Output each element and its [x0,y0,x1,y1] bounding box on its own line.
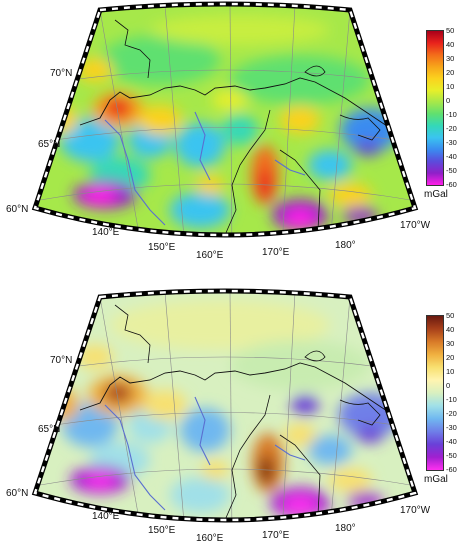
top-lat-label-70: 70°N [50,68,73,79]
bottom-lon-label-170w: 170°W [400,505,431,516]
colorbar-tick-label: -10 [446,110,457,119]
colorbar-tick-label: 20 [446,353,455,362]
bottom-lat-label-60: 60°N [6,488,29,499]
colorbar-tick-label: -60 [446,465,457,474]
top-colorbar [426,30,444,186]
top-lon-label-170w: 170°W [400,220,431,231]
colorbar-tick-label: -10 [446,395,457,404]
colorbar-tick-label: 20 [446,68,455,77]
bottom-map-svg [31,288,419,523]
top-lon-label-160e: 160°E [196,250,224,261]
colorbar-tick-label: -40 [446,437,457,446]
bottom-map-frame [31,288,419,523]
bottom-lat-label-65: 65°N [38,424,61,435]
top-map-svg [31,1,419,238]
colorbar-tick-label: 10 [446,367,455,376]
colorbar-tick-label: 10 [446,82,455,91]
top-coastline [79,19,401,235]
colorbar-tick-label: 0 [446,96,451,105]
colorbar-tick-label: 40 [446,40,455,49]
colorbar-tick-label: 30 [446,339,455,348]
colorbar-tick-label: -50 [446,451,457,460]
bottom-colorbar-unit: mGal [424,474,448,485]
colorbar-tick-label: -20 [446,124,457,133]
top-gravity-map-panel: 70°N 65°N 60°N 140°E 150°E 160°E 170°E 1… [6,1,457,261]
colorbar-tick-label: -30 [446,138,457,147]
colorbar-tick-label: -30 [446,423,457,432]
top-lat-label-60: 60°N [6,204,29,215]
top-lon-label-150e: 150°E [148,242,176,253]
bottom-lon-label-180: 180° [335,523,356,534]
bottom-coastline [79,304,401,520]
top-lon-label-180: 180° [335,240,356,251]
bottom-lon-label-150e: 150°E [148,525,176,536]
colorbar-tick-label: 0 [446,381,451,390]
top-lat-label-65: 65°N [38,139,61,150]
bottom-graticule [39,291,411,520]
bottom-lon-label-160e: 160°E [196,533,224,544]
top-map-frame [31,1,419,238]
colorbar-tick-label: 40 [446,325,455,334]
top-lon-label-140e: 140°E [92,227,120,238]
colorbar-tick-label: 50 [446,311,455,320]
top-colorbar-unit: mGal [424,189,448,200]
bottom-anomaly-field [35,291,415,520]
top-anomaly-field [35,4,415,235]
bottom-lon-label-140e: 140°E [92,511,120,522]
bottom-gravity-map-panel: 70°N 65°N 60°N 140°E 150°E 160°E 170°E 1… [0,275,462,550]
top-graticule [39,4,411,235]
colorbar-tick-label: 30 [446,54,455,63]
colorbar-tick-label: -40 [446,152,457,161]
colorbar-tick-label: -50 [446,166,457,175]
colorbar-tick-label: -20 [446,409,457,418]
bottom-colorbar [426,315,444,471]
bottom-lon-label-170e: 170°E [262,530,290,541]
top-lon-label-170e: 170°E [262,247,290,258]
bottom-lat-label-70: 70°N [50,355,73,366]
colorbar-tick-label: -60 [446,180,457,189]
colorbar-tick-label: 50 [446,26,455,35]
